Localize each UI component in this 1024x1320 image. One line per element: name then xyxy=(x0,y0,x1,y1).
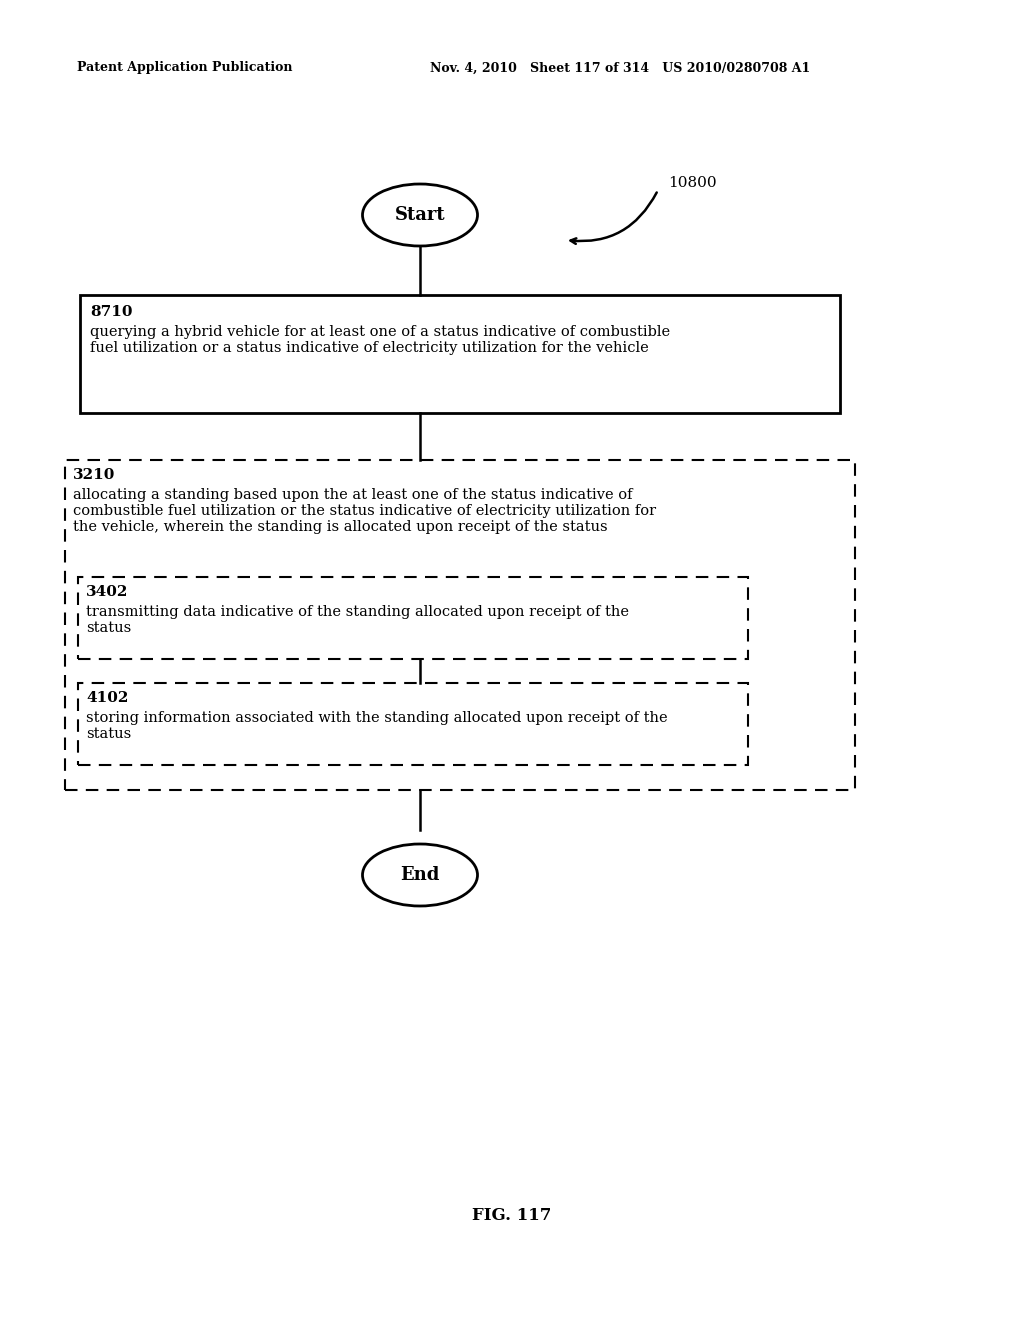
Text: 4102: 4102 xyxy=(86,690,128,705)
Text: 3210: 3210 xyxy=(73,469,116,482)
Bar xyxy=(65,459,855,789)
Text: querying a hybrid vehicle for at least one of a status indicative of combustible: querying a hybrid vehicle for at least o… xyxy=(90,325,670,355)
Text: Patent Application Publication: Patent Application Publication xyxy=(77,62,292,74)
Text: 10800: 10800 xyxy=(668,176,717,190)
Text: transmitting data indicative of the standing allocated upon receipt of the
statu: transmitting data indicative of the stan… xyxy=(86,605,629,635)
Text: storing information associated with the standing allocated upon receipt of the
s: storing information associated with the … xyxy=(86,711,668,742)
Text: FIG. 117: FIG. 117 xyxy=(472,1206,552,1224)
Text: End: End xyxy=(400,866,439,884)
Bar xyxy=(78,682,748,766)
Text: allocating a standing based upon the at least one of the status indicative of
co: allocating a standing based upon the at … xyxy=(73,488,656,535)
Text: Start: Start xyxy=(394,206,445,224)
Bar xyxy=(80,294,840,413)
Text: 3402: 3402 xyxy=(86,585,128,599)
Text: Nov. 4, 2010   Sheet 117 of 314   US 2010/0280708 A1: Nov. 4, 2010 Sheet 117 of 314 US 2010/02… xyxy=(430,62,810,74)
Text: 8710: 8710 xyxy=(90,305,132,319)
Bar xyxy=(78,577,748,659)
